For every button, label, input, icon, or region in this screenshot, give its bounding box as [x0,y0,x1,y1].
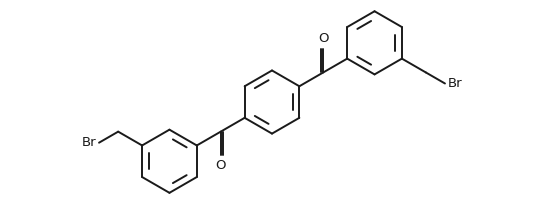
Text: O: O [318,32,329,45]
Text: Br: Br [82,136,96,149]
Text: Br: Br [448,77,462,90]
Text: O: O [215,159,226,172]
